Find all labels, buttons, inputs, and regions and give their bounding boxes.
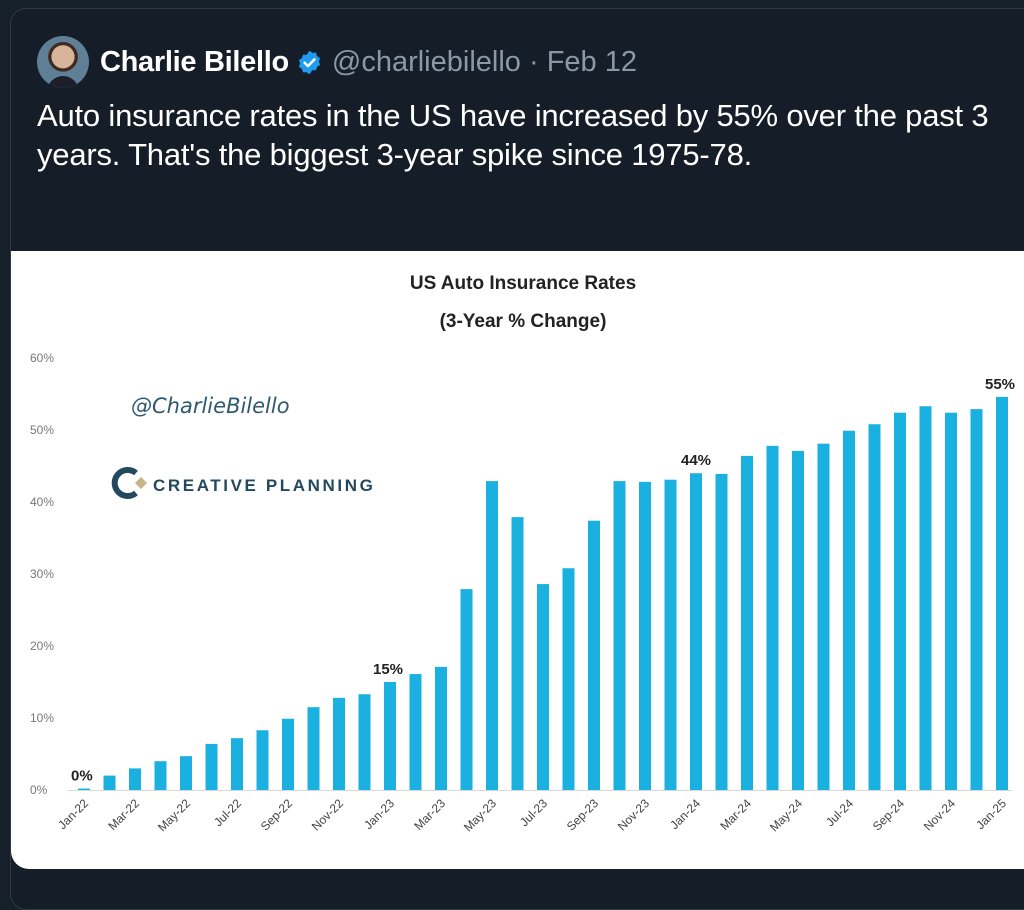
bar-sep-23 [588,520,600,790]
creative-planning-logo-icon [111,467,147,499]
bar-jan-24 [690,473,702,790]
x-tick-label: Jan-23 [361,796,397,832]
watermark-brand: CREATIVE PLANNING [153,476,375,495]
y-tick-label: 0% [30,783,48,797]
handle-text[interactable]: @charliebilello [331,45,521,78]
data-label: 15% [373,661,403,678]
bar-feb-23 [409,674,422,790]
x-tick-label: Nov-24 [921,796,958,833]
bar-may-23 [486,481,498,790]
avatar[interactable] [37,36,89,88]
watermark-handle: @CharlieBilello [131,394,290,418]
bar-nov-23 [639,481,651,790]
author-name[interactable]: Charlie Bilello [100,45,289,78]
bar-may-22 [180,756,192,790]
x-tick-label: Mar-23 [411,796,448,833]
chart-title: US Auto Insurance Rates [410,273,636,294]
y-tick-label: 20% [30,639,54,653]
bar-aug-24 [868,424,881,790]
bar-sep-24 [894,412,906,790]
chart-image[interactable]: US Auto Insurance Rates (3-Year % Change… [11,251,1024,869]
x-tick-label: Mar-22 [105,796,142,833]
verified-badge-icon [298,50,320,74]
x-tick-label: Jan-24 [667,796,703,832]
y-tick-label: 30% [30,567,54,581]
separator: · [528,45,539,78]
tweet-date[interactable]: Feb 12 [546,45,638,78]
x-tick-label: May-23 [461,796,499,834]
tweet-text: Auto insurance rates in the US have incr… [37,98,989,172]
bar-mar-24 [741,455,753,790]
x-tick-label: Nov-23 [615,796,652,833]
x-axis: Jan-22 Mar-22 May-22 Jul-22 Sep-22 Nov-22 Jan-… [55,796,1009,834]
bar-jul-24 [843,430,855,790]
x-tick-label: Sep-22 [258,796,295,833]
bar-oct-23 [613,481,626,790]
chart-subtitle: (3-Year % Change) [440,311,607,332]
y-axis: 0% 10% 20% 30% 40% 50% 60% [30,351,54,797]
data-label: 55% [985,376,1015,393]
bar-jan-23 [384,682,396,790]
bar-aug-23 [562,568,575,790]
y-tick-label: 10% [30,711,54,725]
x-tick-label: Sep-23 [564,796,601,833]
x-tick-label: May-24 [767,796,805,834]
data-label: 0% [71,768,93,785]
bar-feb-24 [715,473,728,790]
bar-feb-22 [103,775,116,790]
bar-jun-24 [817,443,830,790]
bar-jun-22 [205,743,218,790]
tweet-header: Charlie Bilello @charliebilello · Feb 12 [37,36,637,88]
x-tick-label: May-22 [155,796,193,834]
bar-may-24 [792,450,804,790]
y-tick-label: 60% [30,351,54,365]
bar-nov-24 [945,412,957,790]
bar-jul-23 [537,584,549,790]
bar-oct-22 [307,707,320,790]
x-tick-label: Jul-23 [517,796,550,829]
bar-oct-24 [919,406,932,790]
data-labels: 0% 15% 44% 55% [71,376,1015,785]
x-tick-label: Jul-22 [211,796,244,829]
x-tick-label: Jan-25 [973,796,1009,832]
x-tick-label: Jul-24 [823,796,856,829]
bar-apr-24 [766,445,779,790]
x-tick-label: Mar-24 [717,796,754,833]
bar-dec-22 [358,694,371,790]
x-tick-label: Nov-22 [309,796,346,833]
data-label: 44% [681,452,711,469]
bar-apr-23 [460,589,473,790]
bar-mar-22 [129,768,141,790]
bar-apr-22 [154,761,167,790]
author-handle[interactable]: @charliebilello · Feb 12 [332,46,637,79]
y-tick-label: 40% [30,495,54,509]
bar-sep-22 [282,718,294,790]
y-tick-label: 50% [30,423,54,437]
bar-dec-23 [664,479,677,790]
bar-chart: US Auto Insurance Rates (3-Year % Change… [30,273,1015,834]
x-tick-label: Sep-24 [870,796,907,833]
bar-jul-22 [231,738,243,790]
bars [78,396,1008,790]
bar-jun-23 [511,517,524,790]
bar-aug-22 [256,730,269,790]
bar-mar-23 [435,666,447,790]
x-tick-label: Jan-22 [55,796,91,832]
bar-jan-22 [78,788,90,790]
bar-nov-22 [333,697,345,790]
bar-dec-24 [970,409,983,790]
bar-jan-25 [996,396,1008,790]
